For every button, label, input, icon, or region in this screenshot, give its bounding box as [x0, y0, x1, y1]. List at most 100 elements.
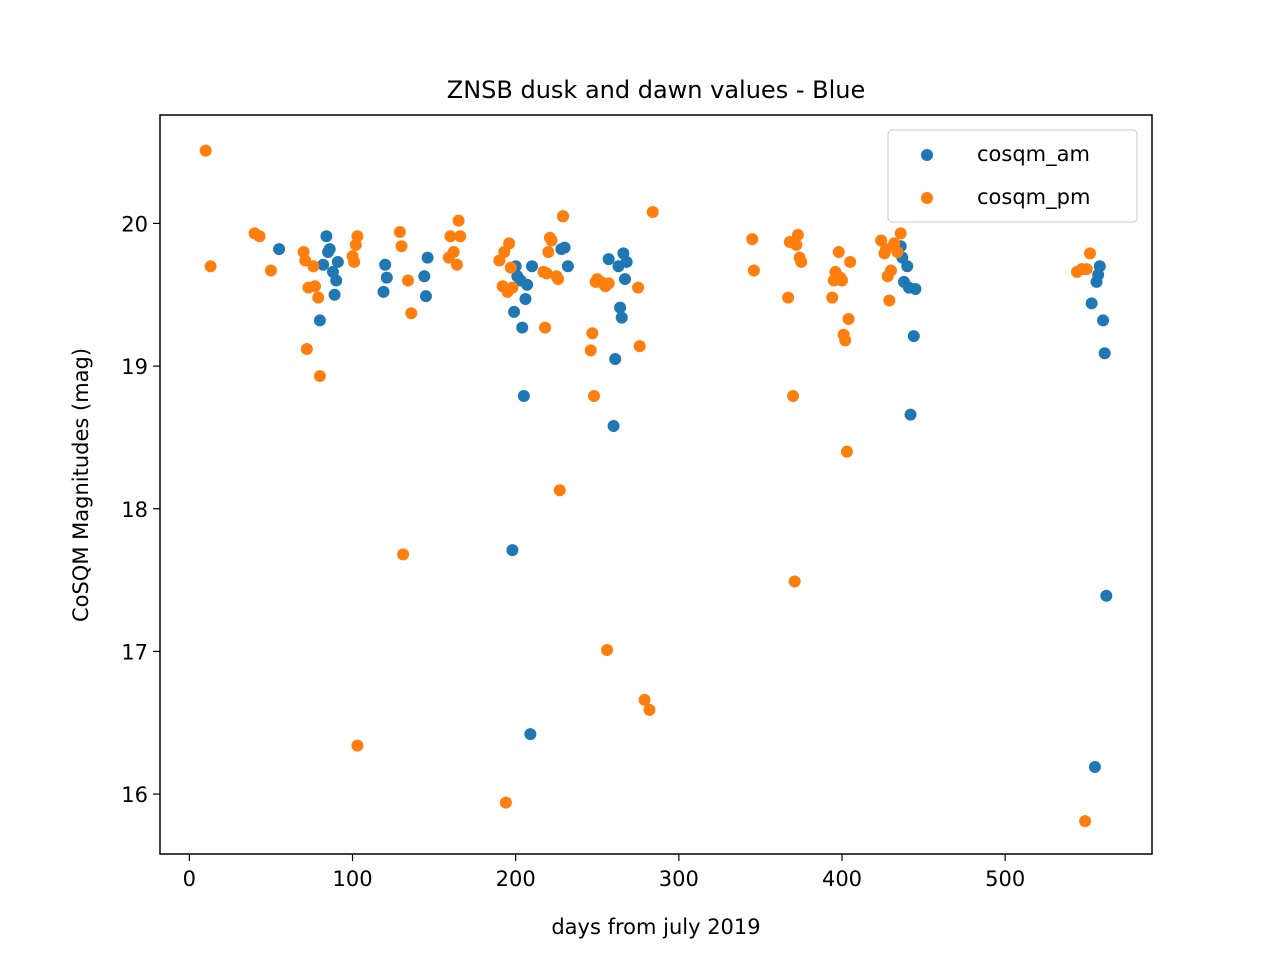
- point-cosqm-am-1: [313, 314, 326, 327]
- point-cosqm-pm-47: [584, 344, 597, 357]
- point-cosqm-am-49: [1088, 760, 1101, 773]
- point-cosqm-am-8: [330, 274, 343, 287]
- point-cosqm-pm-59: [638, 693, 651, 706]
- point-cosqm-am-43: [901, 260, 914, 273]
- point-cosqm-pm-55: [601, 643, 614, 656]
- point-cosqm-pm-56: [602, 277, 615, 290]
- point-cosqm-am-12: [380, 271, 393, 284]
- point-cosqm-pm-60: [643, 703, 656, 716]
- point-cosqm-pm-9: [307, 260, 320, 273]
- point-cosqm-pm-1: [204, 260, 217, 273]
- point-cosqm-pm-45: [553, 484, 566, 497]
- point-cosqm-pm-96: [1080, 263, 1093, 276]
- point-cosqm-am-21: [516, 321, 529, 334]
- point-cosqm-pm-89: [884, 264, 897, 277]
- point-cosqm-pm-67: [788, 575, 801, 588]
- point-cosqm-pm-0: [199, 144, 212, 157]
- point-cosqm-pm-82: [842, 313, 855, 326]
- point-cosqm-pm-34: [503, 237, 516, 250]
- point-cosqm-pm-7: [300, 342, 313, 355]
- point-cosqm-am-30: [561, 260, 574, 273]
- point-cosqm-pm-48: [586, 327, 599, 340]
- point-cosqm-pm-81: [840, 445, 853, 458]
- point-cosqm-pm-18: [393, 225, 406, 238]
- y-tick-label: 18: [121, 498, 148, 522]
- point-cosqm-am-3: [320, 230, 333, 243]
- plot-frame: [159, 114, 1153, 855]
- point-cosqm-pm-80: [839, 334, 852, 347]
- point-cosqm-pm-63: [747, 264, 760, 277]
- point-cosqm-am-5: [323, 243, 336, 256]
- point-cosqm-am-47: [909, 283, 922, 296]
- point-cosqm-pm-40: [542, 245, 555, 258]
- point-cosqm-pm-28: [454, 230, 467, 243]
- point-cosqm-pm-76: [832, 245, 845, 258]
- point-cosqm-pm-14: [348, 255, 361, 268]
- point-cosqm-am-7: [328, 288, 341, 301]
- point-cosqm-pm-68: [790, 238, 803, 251]
- point-cosqm-pm-72: [826, 291, 839, 304]
- point-cosqm-pm-17: [351, 739, 364, 752]
- point-cosqm-pm-4: [264, 264, 277, 277]
- x-tick-label: 300: [659, 867, 699, 891]
- point-cosqm-pm-3: [253, 230, 266, 243]
- x-axis-label: days from july 2019: [551, 915, 760, 939]
- point-cosqm-pm-10: [309, 280, 321, 293]
- x-tick-label: 0: [183, 867, 196, 891]
- point-cosqm-pm-71: [795, 255, 808, 268]
- point-cosqm-pm-42: [545, 234, 558, 247]
- legend-marker-cosqm-am: [921, 149, 933, 161]
- y-tick-label: 17: [121, 640, 148, 664]
- point-cosqm-am-55: [1100, 589, 1113, 602]
- legend-marker-cosqm-pm: [921, 192, 933, 204]
- point-cosqm-pm-69: [791, 228, 804, 241]
- point-cosqm-am-52: [1093, 260, 1106, 273]
- point-cosqm-am-31: [602, 253, 615, 266]
- point-cosqm-pm-36: [506, 281, 519, 294]
- point-cosqm-am-0: [273, 243, 286, 256]
- point-cosqm-am-17: [508, 305, 521, 318]
- point-cosqm-pm-49: [588, 390, 600, 403]
- point-cosqm-am-53: [1097, 314, 1110, 327]
- point-cosqm-pm-32: [499, 796, 512, 809]
- point-cosqm-pm-26: [450, 258, 463, 271]
- point-cosqm-pm-22: [405, 307, 418, 320]
- point-cosqm-pm-39: [540, 267, 553, 280]
- y-axis: 16 17 18 19 20: [121, 212, 160, 807]
- point-cosqm-am-46: [907, 330, 920, 343]
- x-axis: 0 100 200 300 400 500: [183, 854, 1025, 891]
- point-cosqm-pm-66: [787, 390, 800, 403]
- x-tick-label: 100: [332, 867, 372, 891]
- point-cosqm-am-32: [607, 420, 620, 433]
- point-cosqm-am-23: [519, 293, 532, 306]
- legend: cosqm_am cosqm_pm: [887, 129, 1138, 223]
- point-cosqm-am-29: [558, 241, 571, 254]
- point-cosqm-am-24: [521, 278, 534, 291]
- point-cosqm-am-16: [506, 544, 519, 557]
- x-tick-label: 500: [985, 867, 1025, 891]
- point-cosqm-am-45: [904, 408, 917, 421]
- point-cosqm-pm-61: [646, 206, 659, 219]
- point-cosqm-pm-88: [883, 294, 896, 307]
- point-cosqm-pm-25: [447, 245, 460, 258]
- point-cosqm-am-33: [609, 352, 622, 365]
- chart-title: ZNSB dusk and dawn values - Blue: [447, 76, 865, 104]
- y-tick-label: 19: [121, 355, 148, 379]
- point-cosqm-pm-21: [402, 274, 414, 287]
- point-cosqm-am-48: [1085, 297, 1098, 310]
- point-cosqm-pm-24: [444, 230, 457, 243]
- point-cosqm-pm-92: [894, 227, 907, 240]
- plot-points: [199, 144, 1113, 828]
- point-cosqm-am-36: [615, 311, 628, 324]
- point-cosqm-pm-64: [782, 291, 795, 304]
- point-cosqm-am-25: [524, 728, 537, 741]
- point-cosqm-am-54: [1098, 347, 1111, 360]
- point-cosqm-pm-11: [312, 291, 325, 304]
- point-cosqm-pm-16: [351, 230, 364, 243]
- point-cosqm-pm-27: [452, 214, 465, 227]
- point-cosqm-pm-44: [552, 273, 565, 286]
- point-cosqm-pm-97: [1084, 247, 1096, 260]
- point-cosqm-am-22: [517, 390, 530, 403]
- point-cosqm-pm-95: [1079, 815, 1092, 828]
